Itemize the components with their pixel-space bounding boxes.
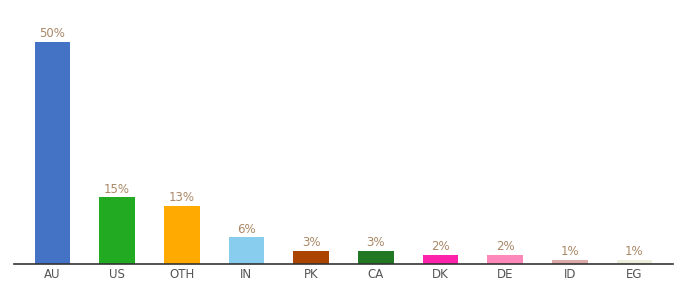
Bar	[488, 255, 523, 264]
Bar	[293, 251, 329, 264]
Text: 2%: 2%	[496, 240, 514, 253]
Text: 50%: 50%	[39, 27, 65, 40]
Bar	[358, 251, 394, 264]
Bar	[35, 42, 70, 264]
Text: 3%: 3%	[367, 236, 385, 249]
Text: 6%: 6%	[237, 223, 256, 236]
Text: 3%: 3%	[302, 236, 320, 249]
Bar	[617, 260, 652, 264]
Text: 1%: 1%	[560, 245, 579, 258]
Text: 15%: 15%	[104, 182, 130, 196]
Bar	[99, 197, 135, 264]
Text: 13%: 13%	[169, 191, 194, 204]
Bar	[228, 237, 265, 264]
Text: 1%: 1%	[625, 245, 644, 258]
Bar	[422, 255, 458, 264]
Bar	[552, 260, 588, 264]
Text: 2%: 2%	[431, 240, 449, 253]
Bar	[164, 206, 199, 264]
